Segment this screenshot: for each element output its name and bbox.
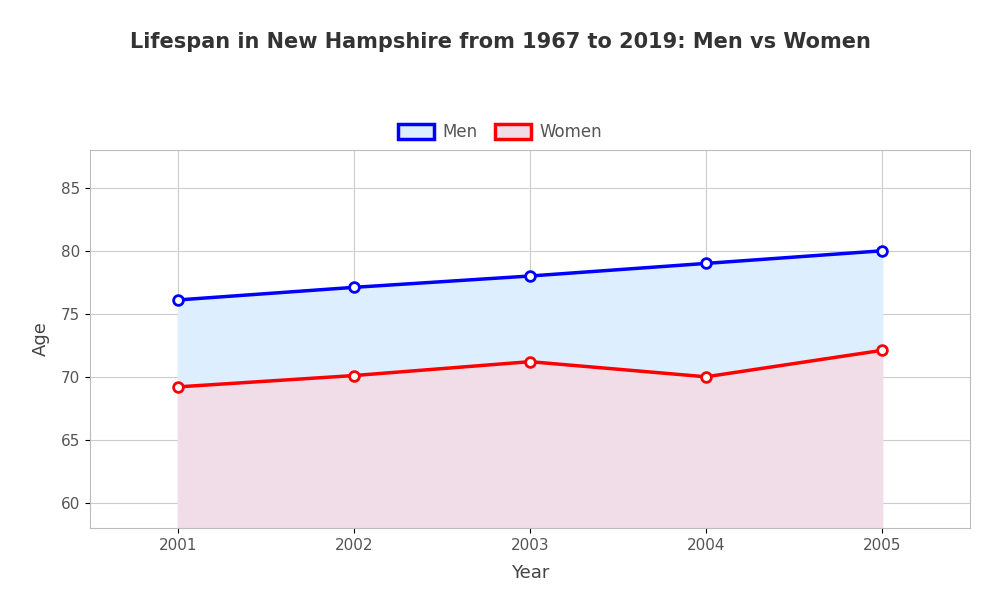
Legend: Men, Women: Men, Women — [391, 116, 609, 148]
Y-axis label: Age: Age — [32, 322, 50, 356]
Text: Lifespan in New Hampshire from 1967 to 2019: Men vs Women: Lifespan in New Hampshire from 1967 to 2… — [130, 32, 870, 52]
X-axis label: Year: Year — [511, 564, 549, 582]
